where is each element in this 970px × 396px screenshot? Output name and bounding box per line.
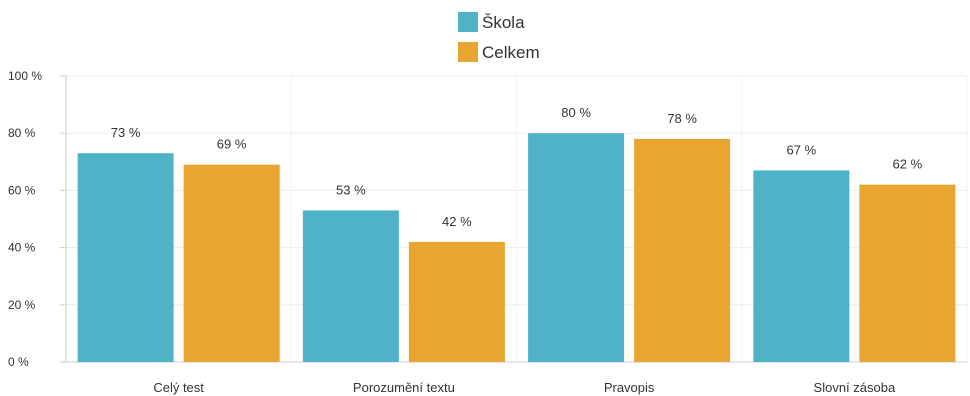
x-axis: Celý test Porozumění textu Pravopis Slovní … [153, 380, 896, 395]
data-label: 42 % [442, 214, 472, 229]
bar-celkem-3 [634, 138, 731, 362]
x-tick-label: Pravopis [604, 380, 655, 395]
legend-swatch-2 [458, 42, 478, 62]
legend-label-2: Celkem [482, 43, 540, 62]
y-tick-label: 60 % [8, 183, 36, 197]
chart-legend: Škola Celkem [458, 12, 540, 62]
data-label: 80 % [561, 105, 591, 120]
y-tick-label: 40 % [8, 241, 36, 255]
legend-swatch-1 [458, 12, 478, 32]
data-label: 67 % [787, 142, 817, 157]
bar-skola-3 [528, 133, 625, 362]
bar-celkem-2 [408, 241, 505, 362]
bar-skola-4 [753, 170, 850, 362]
legend-label-1: Škola [482, 13, 525, 32]
y-tick-label: 0 % [8, 355, 29, 369]
data-label: 53 % [336, 182, 366, 197]
x-tick-label: Slovní zásoba [814, 380, 896, 395]
x-tick-label: Porozumění textu [353, 380, 455, 395]
bar-celkem-4 [859, 184, 956, 362]
x-tick-label: Celý test [153, 380, 204, 395]
data-label: 62 % [893, 157, 923, 172]
bar-skola-1 [77, 153, 174, 362]
data-label: 69 % [217, 137, 247, 152]
y-tick-label: 80 % [8, 126, 36, 140]
y-axis: 0 % 20 % 40 % 60 % 80 % 100 % [8, 69, 66, 369]
y-tick-label: 20 % [8, 298, 36, 312]
data-label: 78 % [667, 111, 697, 126]
bar-celkem-1 [183, 164, 280, 362]
y-tick-label: 100 % [8, 69, 42, 83]
chart-bars: 73 % 69 % 53 % 42 % 80 % 78 % 67 % 62 % [77, 105, 956, 362]
bar-skola-2 [302, 210, 399, 362]
data-label: 73 % [111, 125, 141, 140]
